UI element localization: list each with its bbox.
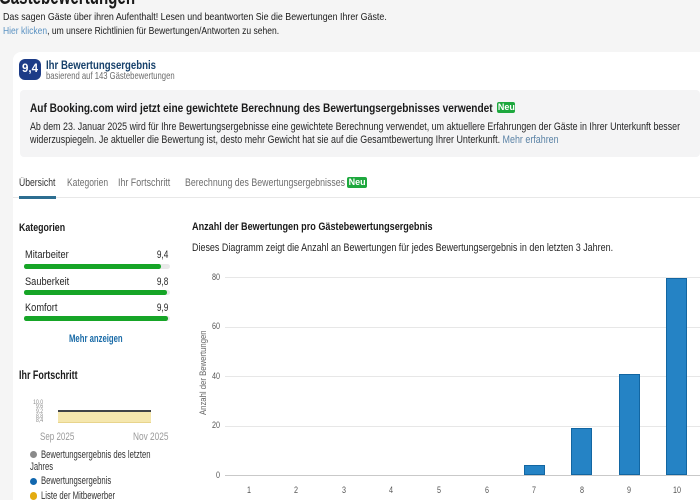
svg-text:Anzahl der Bewertungen: Anzahl der Bewertungen (198, 330, 208, 415)
